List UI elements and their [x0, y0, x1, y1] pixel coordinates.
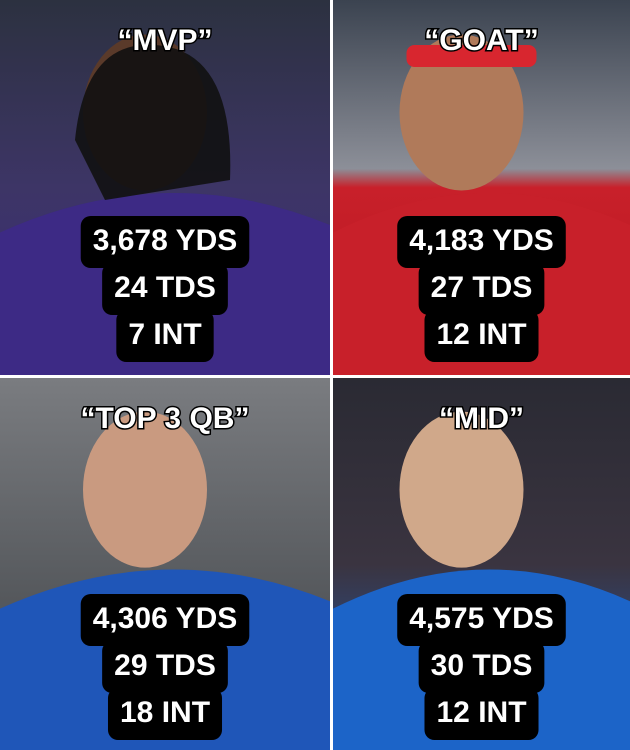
- stat-box: [116, 310, 214, 362]
- label: “MID”: [439, 402, 524, 435]
- stat-backgrounds: [80, 216, 250, 362]
- stat-line: 24 TDS: [114, 271, 216, 304]
- hood: [75, 44, 231, 200]
- stat-line: 3,678 YDS: [93, 224, 238, 257]
- label: “TOP 3 QB”: [81, 402, 250, 435]
- stat-box: [397, 216, 566, 268]
- stats: 4,306 YDS 29 TDS 18 INT: [80, 594, 250, 740]
- stat-backgrounds: [397, 594, 566, 740]
- head: [399, 411, 524, 568]
- head: [399, 34, 524, 191]
- stat-box: [418, 263, 545, 315]
- stat-line: 30 TDS: [431, 649, 533, 682]
- stat-line: 29 TDS: [114, 649, 216, 682]
- stat-box: [102, 263, 228, 315]
- stats: 4,183 YDS 27 TDS 12 INT: [397, 216, 566, 362]
- head: [83, 411, 207, 568]
- stats: 3,678 YDS 24 TDS 7 INT: [80, 216, 250, 362]
- headband: [406, 45, 537, 67]
- panel: “GOAT” 4,183 YDS 27 TDS 12 INT: [333, 0, 630, 375]
- stat-backgrounds: [397, 216, 566, 362]
- stat-box: [424, 310, 539, 362]
- stat-box: [80, 216, 250, 268]
- panel: “TOP 3 QB” 4,306 YDS 29 TDS 18 INT: [0, 378, 330, 750]
- panel: “MVP” 3,678 YDS 24 TDS 7 INT: [0, 0, 330, 375]
- stat-line: 7 INT: [128, 318, 201, 351]
- stat-box: [107, 688, 223, 740]
- stat-box: [397, 594, 566, 646]
- stat-box: [80, 594, 250, 646]
- stat-line: 4,183 YDS: [409, 224, 554, 257]
- panel: “MID” 4,575 YDS 30 TDS 12 INT: [333, 378, 630, 750]
- stat-line: 4,575 YDS: [409, 602, 554, 635]
- stat-box: [102, 641, 228, 693]
- label: “MVP”: [117, 24, 212, 57]
- stat-backgrounds: [80, 594, 250, 740]
- label: “GOAT”: [424, 24, 538, 57]
- stat-line: 27 TDS: [431, 271, 533, 304]
- stat-line: 4,306 YDS: [93, 602, 238, 635]
- stat-line: 12 INT: [436, 318, 526, 351]
- stat-box: [418, 641, 545, 693]
- stats: 4,575 YDS 30 TDS 12 INT: [397, 594, 566, 740]
- stat-box: [424, 688, 539, 740]
- stat-line: 12 INT: [436, 696, 526, 729]
- stat-line: 18 INT: [120, 696, 210, 729]
